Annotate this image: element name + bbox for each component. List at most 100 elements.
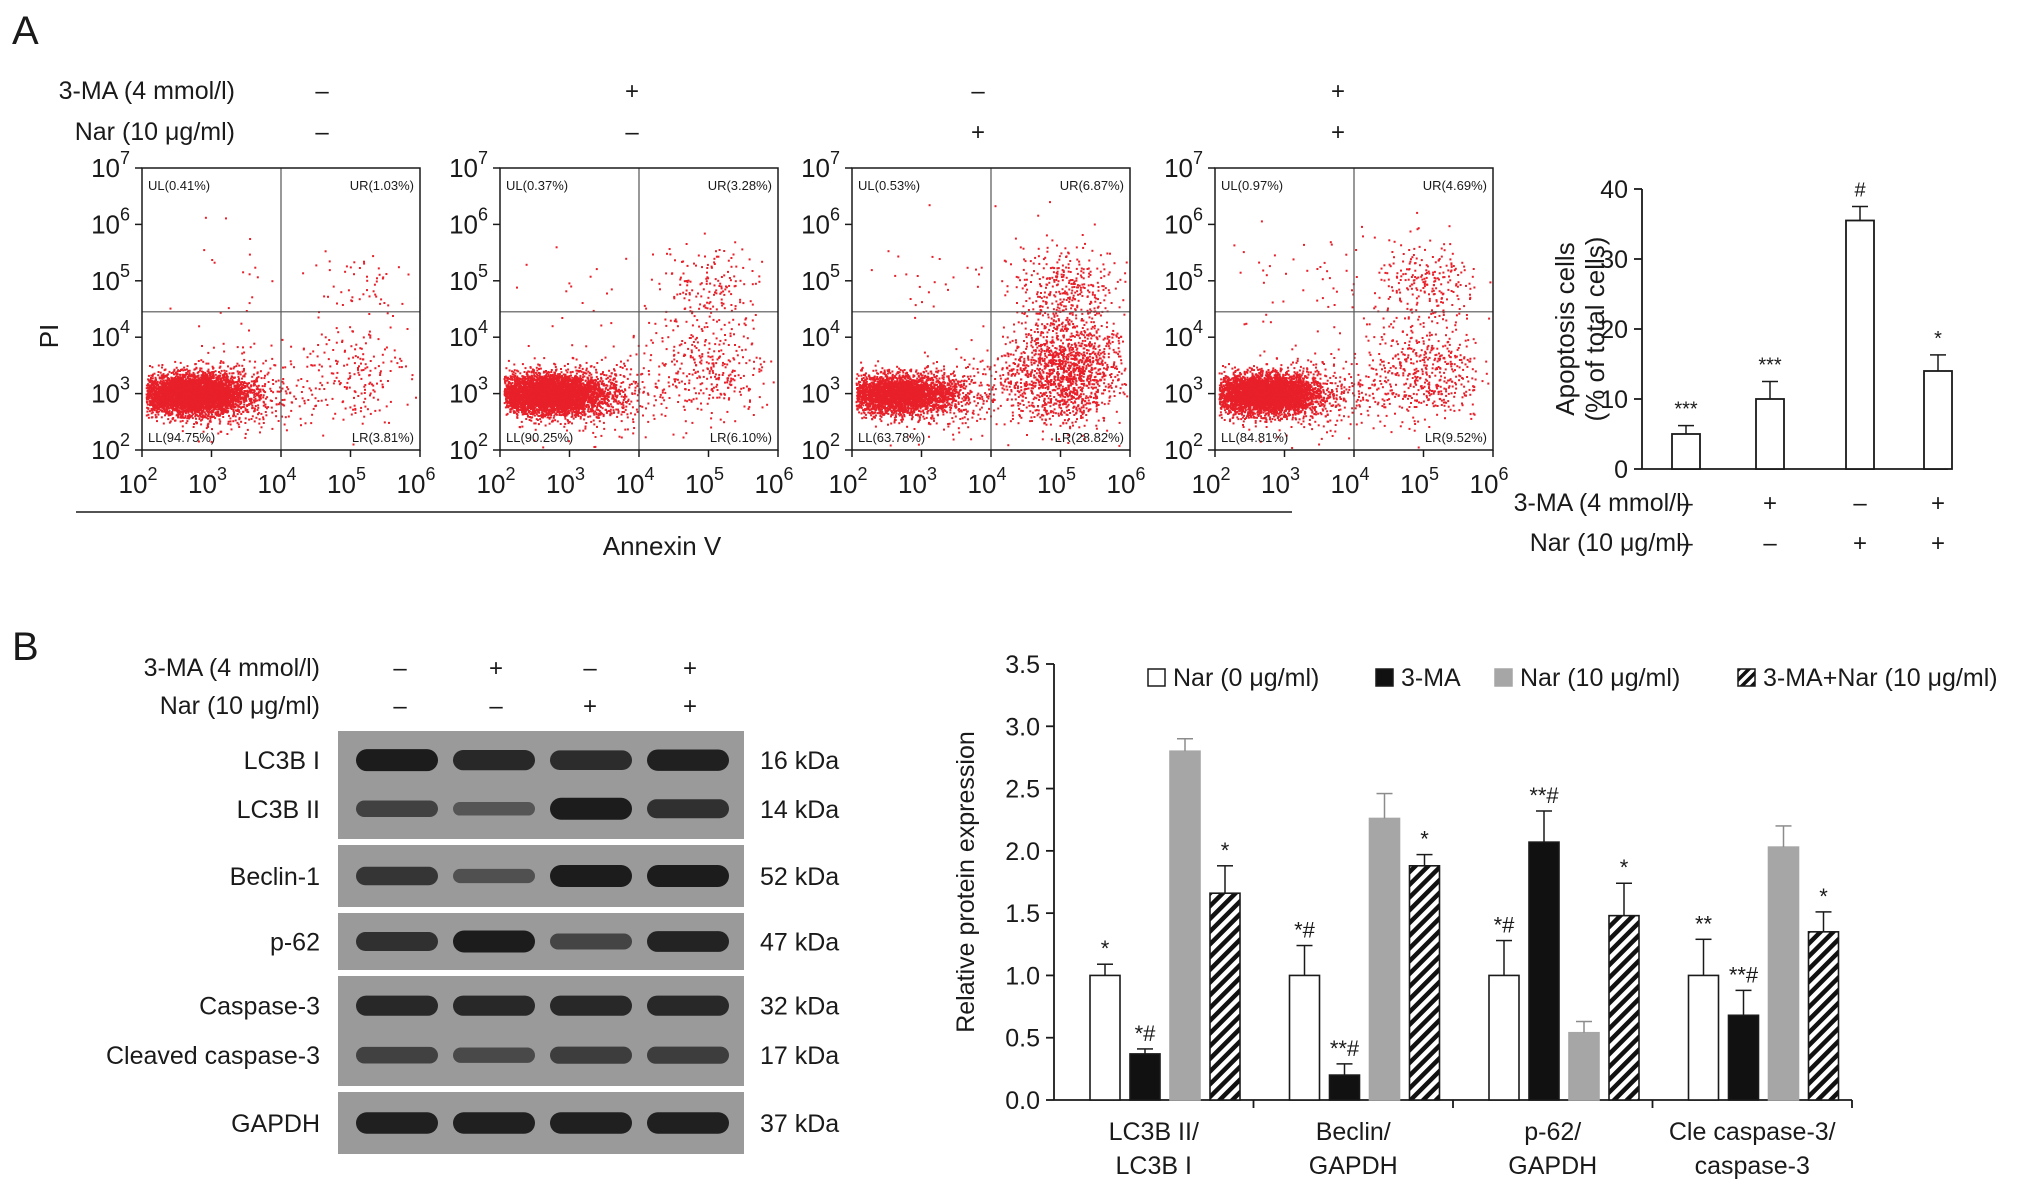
flow-dot xyxy=(146,411,148,413)
flow-dot xyxy=(307,399,309,401)
flow-dot xyxy=(156,411,158,413)
flow-dot xyxy=(170,420,172,422)
flow-dot xyxy=(283,383,285,385)
flow-dot xyxy=(183,397,185,399)
flow-dot xyxy=(302,397,304,399)
flow-dot xyxy=(222,410,224,412)
flow-dot xyxy=(188,418,190,420)
flow-dot xyxy=(217,378,219,380)
flow-dot xyxy=(236,396,238,398)
flow-dot xyxy=(192,409,194,411)
flow-dot xyxy=(285,390,287,392)
flow-dot xyxy=(187,406,189,408)
flow-dot xyxy=(322,435,324,437)
flow-dot xyxy=(213,347,215,349)
flow-dot xyxy=(300,378,302,380)
flow-dot xyxy=(186,373,188,375)
flow-dot xyxy=(243,404,245,406)
flow-dot xyxy=(286,386,288,388)
flow-dot xyxy=(207,405,209,407)
flow-dot xyxy=(186,391,188,393)
flow-dot xyxy=(210,396,212,398)
flow-dot xyxy=(218,375,220,377)
flow-dot xyxy=(165,369,167,371)
flow-dot xyxy=(189,386,191,388)
flow-dot xyxy=(208,369,210,371)
flow-dot xyxy=(235,403,237,405)
flow-dot xyxy=(207,415,209,417)
flow-dot xyxy=(290,346,292,348)
flow-dot xyxy=(211,399,213,401)
flow-dot xyxy=(212,411,214,413)
flow-dot xyxy=(305,422,307,424)
flow-dot xyxy=(185,422,187,424)
flow-dot xyxy=(180,385,182,387)
flow-dot xyxy=(177,414,179,416)
flow-dot xyxy=(186,368,188,370)
flow-dot xyxy=(262,362,264,364)
flow-dot xyxy=(155,382,157,384)
flow-dot xyxy=(286,393,288,395)
flow-dot xyxy=(254,408,256,410)
flow-dot xyxy=(156,391,158,393)
flow-dot xyxy=(226,388,228,390)
flow-dot xyxy=(240,373,242,375)
flow-dot xyxy=(211,403,213,405)
flow-dot xyxy=(227,400,229,402)
flow-dot xyxy=(247,429,249,431)
flow-dot xyxy=(303,400,305,402)
flow-dot xyxy=(242,346,244,348)
flow-dot xyxy=(277,391,279,393)
flow-dot xyxy=(182,411,184,413)
flow-dot xyxy=(296,385,298,387)
flow-dot xyxy=(254,381,256,383)
treatment-sign: + xyxy=(1331,119,1345,146)
flow-dot xyxy=(217,390,219,392)
flow-dot xyxy=(151,397,153,399)
flow-dot xyxy=(208,381,210,383)
treatment-sign: – xyxy=(315,78,329,105)
flow-dot xyxy=(288,416,290,418)
flow-dot xyxy=(202,377,204,379)
flow-dot xyxy=(250,384,252,386)
flow-dot xyxy=(150,377,152,379)
flow-dot xyxy=(208,386,210,388)
flow-dot xyxy=(218,401,220,403)
flow-dot xyxy=(215,405,217,407)
flow-dot xyxy=(226,395,228,397)
flow-dot xyxy=(226,391,228,393)
flow-dot xyxy=(251,398,253,400)
flow-dot xyxy=(212,406,214,408)
flow-dot xyxy=(165,384,167,386)
flow-dot xyxy=(180,401,182,403)
flow-dot xyxy=(165,388,167,390)
flow-dot xyxy=(271,412,273,414)
flow-dot xyxy=(184,369,186,371)
treatment-row-label: 3-MA (4 mmol/l) xyxy=(59,77,235,105)
flow-dot xyxy=(201,370,203,372)
flow-dot xyxy=(213,409,215,411)
flow-dot xyxy=(213,380,215,382)
flow-dot xyxy=(265,360,267,362)
treatment-sign: – xyxy=(625,119,639,146)
flow-dot xyxy=(241,353,243,355)
flow-dot xyxy=(222,392,224,394)
flow-dot xyxy=(240,397,242,399)
flow-dot xyxy=(317,400,319,402)
flow-dot xyxy=(185,383,187,385)
flow-dot xyxy=(182,369,184,371)
flow-dot xyxy=(191,380,193,382)
flow-dot xyxy=(168,385,170,387)
flow-dot xyxy=(146,396,148,398)
flow-dot xyxy=(271,400,273,402)
flow-dot xyxy=(174,402,176,404)
flow-dot xyxy=(173,400,175,402)
flow-dot xyxy=(184,400,186,402)
flow-dot xyxy=(238,373,240,375)
flow-dot xyxy=(153,409,155,411)
flow-dot xyxy=(200,387,202,389)
flow-dot xyxy=(325,399,327,401)
flow-dot xyxy=(228,396,230,398)
flow-dot xyxy=(161,404,163,406)
flow-dot xyxy=(187,365,189,367)
